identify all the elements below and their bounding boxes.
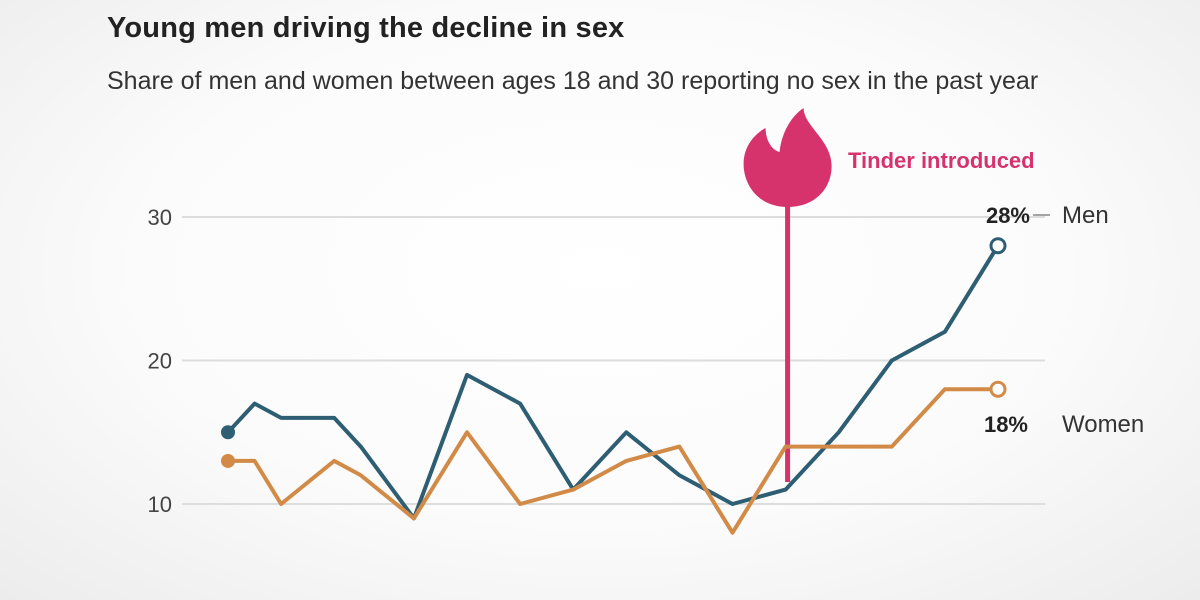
women-start-point — [221, 453, 235, 468]
y-tick-label-20: 20 — [148, 349, 172, 374]
men-series-label: Men — [1062, 202, 1109, 229]
women-end-value-label: 18% — [984, 412, 1028, 437]
y-axis-ticks: 10 20 30 — [148, 205, 172, 517]
annotation-layer: Tinder introduced — [743, 108, 1035, 482]
men-end-point — [989, 237, 1007, 255]
tinder-flame-icon — [743, 108, 832, 207]
chart-title: Young men driving the decline in sex — [107, 12, 625, 44]
y-tick-label-10: 10 — [148, 492, 172, 517]
men-start-point — [221, 425, 235, 440]
men-end-value-label: 28% — [986, 203, 1030, 228]
women-series-label: Women — [1062, 411, 1144, 438]
men-series-line — [226, 244, 1000, 521]
women-end-point — [989, 380, 1007, 398]
tinder-flame-shape — [743, 108, 832, 207]
tinder-annotation-label: Tinder introduced — [848, 148, 1035, 173]
chart-subtitle: Share of men and women between ages 18 a… — [107, 67, 1039, 95]
women-series-line — [228, 387, 998, 535]
series-layer — [221, 237, 1007, 535]
series-labels: 28% Men 18% Women — [984, 202, 1144, 438]
y-tick-label-30: 30 — [148, 205, 172, 230]
gridlines — [182, 216, 1045, 505]
